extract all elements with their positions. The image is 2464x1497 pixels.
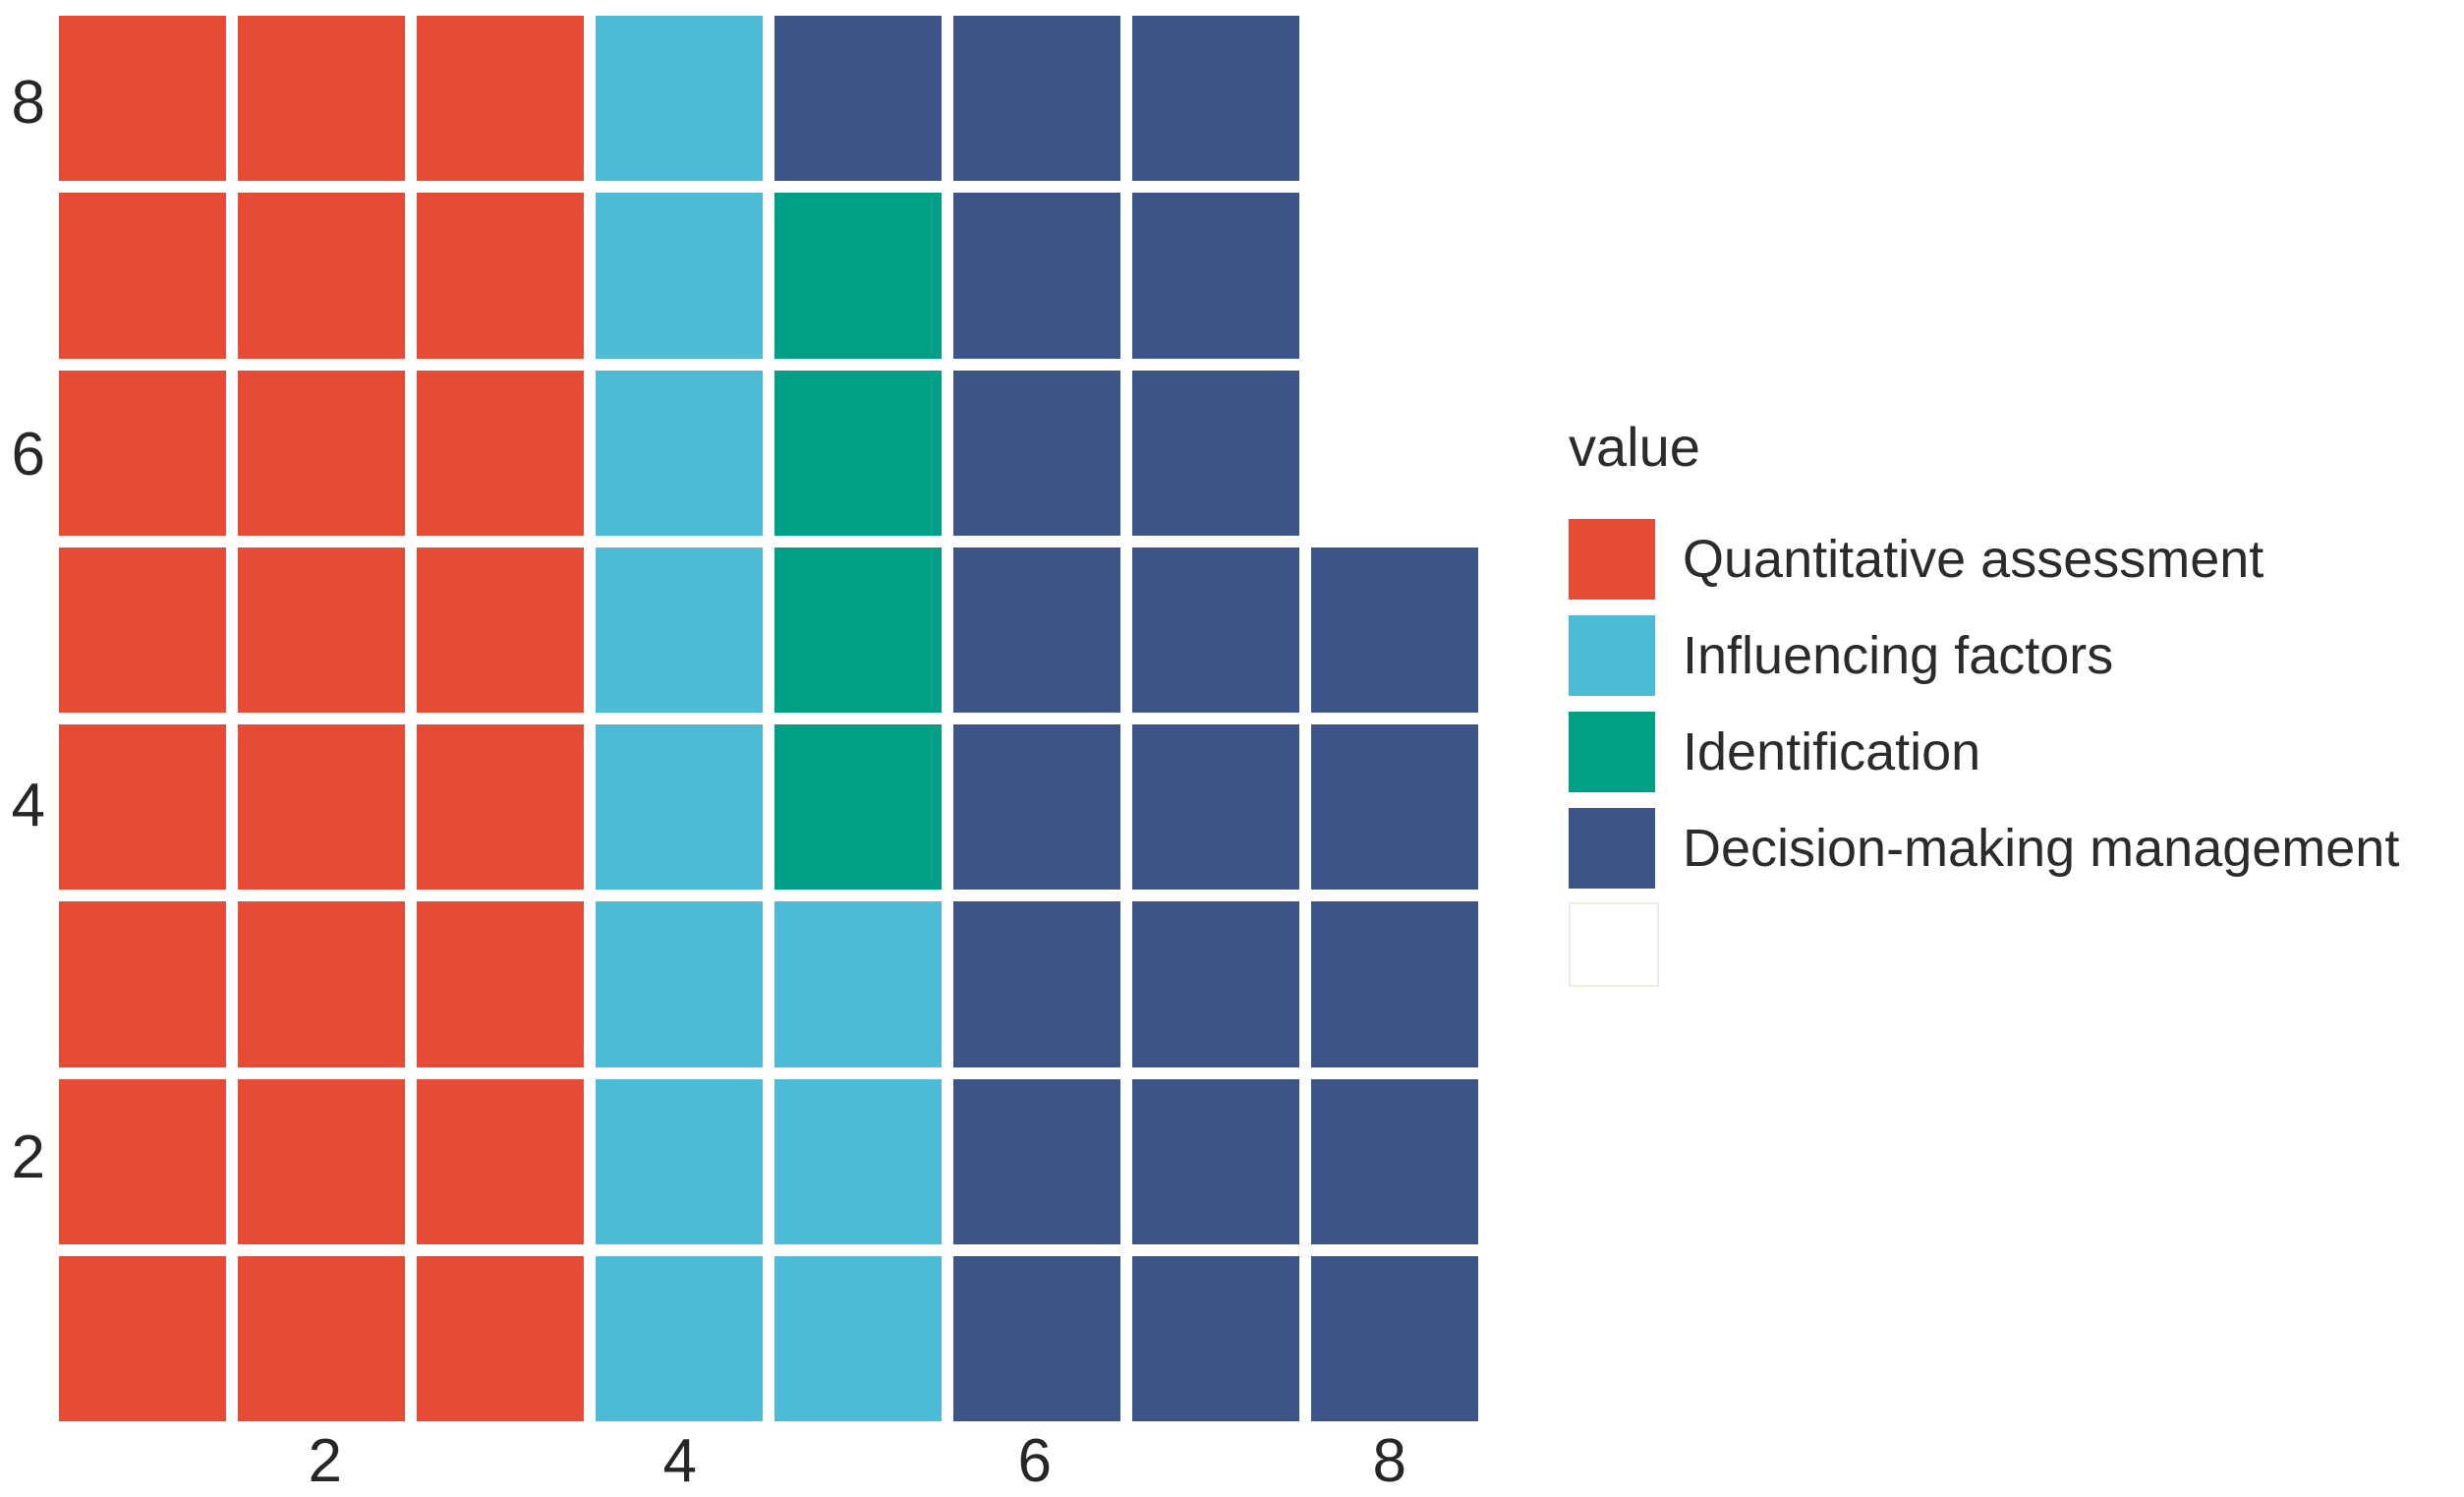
waffle-cell — [59, 724, 226, 891]
legend-item: Identification — [1569, 711, 2399, 792]
y-tick-label: 2 — [11, 1123, 45, 1191]
waffle-cell — [953, 724, 1120, 891]
waffle-cell — [59, 901, 226, 1067]
waffle-cell — [774, 724, 942, 891]
waffle-cell — [596, 370, 763, 536]
waffle-cell — [417, 724, 584, 891]
waffle-cell — [59, 193, 226, 359]
waffle-cell — [1132, 1078, 1299, 1244]
x-tick-label: 8 — [1372, 1427, 1406, 1495]
waffle-cell — [59, 547, 226, 713]
waffle-cell — [774, 1078, 942, 1244]
waffle-cell — [953, 1255, 1120, 1421]
waffle-cell — [238, 724, 405, 891]
y-tick-label: 4 — [11, 772, 45, 840]
waffle-cell — [1311, 1078, 1478, 1244]
waffle-cell — [238, 16, 405, 182]
waffle-cell — [774, 370, 942, 536]
legend-swatch — [1569, 614, 1655, 696]
waffle-cell — [596, 547, 763, 713]
waffle-cell — [596, 724, 763, 891]
waffle-cell — [59, 16, 226, 182]
waffle-cell — [238, 1078, 405, 1244]
waffle-cell — [953, 193, 1120, 359]
waffle-cell — [59, 370, 226, 536]
waffle-cell — [596, 901, 763, 1067]
legend-item: Influencing factors — [1569, 614, 2399, 696]
waffle-cell — [1132, 193, 1299, 359]
waffle-cell — [238, 1255, 405, 1421]
x-tick-label: 4 — [662, 1427, 697, 1495]
waffle-cell — [1311, 724, 1478, 891]
legend-label: Influencing factors — [1683, 625, 2114, 685]
waffle-cell — [953, 370, 1120, 536]
waffle-cell — [1311, 547, 1478, 713]
waffle-cell — [1311, 901, 1478, 1067]
legend-label: Quantitative assessment — [1683, 529, 2264, 589]
y-axis: 8 6 4 2 — [0, 16, 45, 1421]
waffle-cell — [417, 370, 584, 536]
waffle-cell — [774, 901, 942, 1067]
x-axis: 2 4 6 8 — [59, 1423, 1478, 1497]
waffle-cell — [774, 1255, 942, 1421]
waffle-cell — [1132, 901, 1299, 1067]
waffle-cell — [417, 1078, 584, 1244]
waffle-cell — [238, 193, 405, 359]
waffle-grid — [59, 16, 1478, 1421]
waffle-cell — [417, 547, 584, 713]
x-tick-label: 6 — [1017, 1427, 1052, 1495]
waffle-cell — [417, 193, 584, 359]
waffle-cell — [417, 16, 584, 182]
waffle-cell — [238, 901, 405, 1067]
waffle-cell — [238, 370, 405, 536]
waffle-cell — [1132, 547, 1299, 713]
legend-swatch — [1569, 807, 1655, 889]
waffle-cell — [417, 1255, 584, 1421]
waffle-cell — [774, 547, 942, 713]
waffle-cell — [953, 16, 1120, 182]
waffle-cell — [953, 547, 1120, 713]
legend-item: Decision-making management — [1569, 807, 2400, 889]
legend-item — [1569, 901, 2399, 987]
waffle-cell — [953, 1078, 1120, 1244]
waffle-cell — [59, 1078, 226, 1244]
legend-swatch — [1569, 711, 1655, 792]
legend-items: Quantitative assessment Influencing facto… — [1569, 518, 2400, 987]
waffle-cell — [596, 1255, 763, 1421]
waffle-cell — [1132, 1255, 1299, 1421]
y-tick-label: 6 — [11, 420, 45, 489]
waffle-cell — [596, 193, 763, 359]
waffle-cell — [774, 16, 942, 182]
waffle-cell-empty — [1311, 371, 1478, 536]
legend-swatch — [1569, 901, 1659, 987]
waffle-cell — [1132, 16, 1299, 182]
legend-item: Quantitative assessment — [1569, 518, 2399, 600]
waffle-cell — [596, 16, 763, 182]
waffle-cell-empty — [1311, 193, 1478, 358]
legend-title: value — [1569, 416, 1700, 478]
x-tick-label: 2 — [308, 1427, 342, 1495]
waffle-cell — [596, 1078, 763, 1244]
legend-label: Identification — [1683, 721, 1981, 781]
waffle-cell — [953, 901, 1120, 1067]
waffle-cell-empty — [1311, 16, 1478, 181]
waffle-cell — [1132, 724, 1299, 891]
legend-label: Decision-making management — [1683, 818, 2400, 878]
waffle-cell — [417, 901, 584, 1067]
waffle-cell — [238, 547, 405, 713]
y-tick-label: 8 — [11, 69, 45, 138]
waffle-cell — [1311, 1255, 1478, 1421]
waffle-cell — [774, 193, 942, 359]
waffle-cell — [59, 1255, 226, 1421]
legend: value Quantitative assessment Influencing… — [1569, 417, 2399, 1001]
waffle-cell — [1132, 370, 1299, 536]
legend-swatch — [1569, 518, 1655, 600]
